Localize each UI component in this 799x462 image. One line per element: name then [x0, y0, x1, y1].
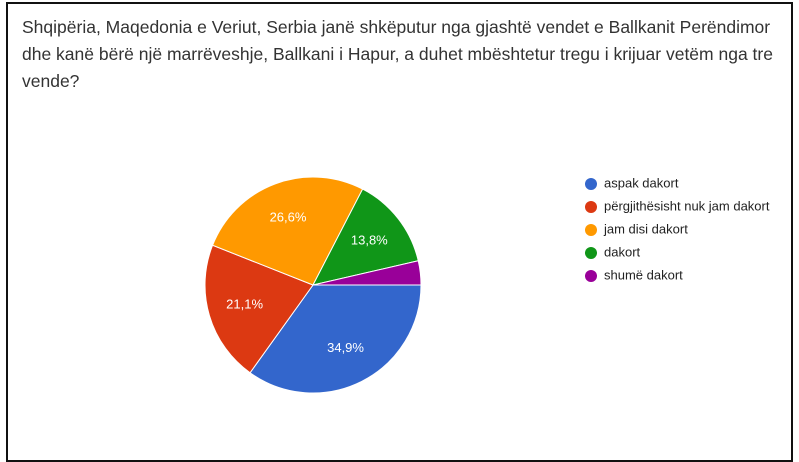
pie-slice: [204, 244, 314, 374]
slice-label: 21,1%: [226, 297, 263, 312]
chart-title: Shqipëria, Maqedonia e Veriut, Serbia ja…: [22, 17, 773, 91]
legend-label: shumë dakort: [604, 267, 683, 282]
legend-label: jam disi dakort: [603, 221, 688, 236]
legend-label: aspak dakort: [604, 175, 679, 190]
legend-swatch: [585, 247, 597, 259]
legend-label: përgjithësisht nuk jam dakort: [604, 198, 770, 213]
legend-swatch: [585, 201, 597, 213]
slice-label: 34,9%: [327, 340, 364, 355]
legend-swatch: [585, 270, 597, 282]
legend-label: dakort: [604, 244, 641, 259]
slice-label: 13,8%: [351, 233, 388, 248]
pie-slice: [312, 188, 419, 286]
legend-swatch: [585, 224, 597, 236]
page: {"chart_data": {"type": "pie", "title": …: [6, 2, 793, 462]
chart: 34,9% 21,1% 26,6% 13,8% aspak dakort përgjith…: [204, 175, 770, 394]
pie-slice: [312, 260, 422, 286]
slice-label: 26,6%: [270, 210, 307, 225]
legend-swatch: [585, 178, 597, 190]
pie-slice: [211, 176, 364, 286]
pie-slice: [249, 284, 422, 394]
